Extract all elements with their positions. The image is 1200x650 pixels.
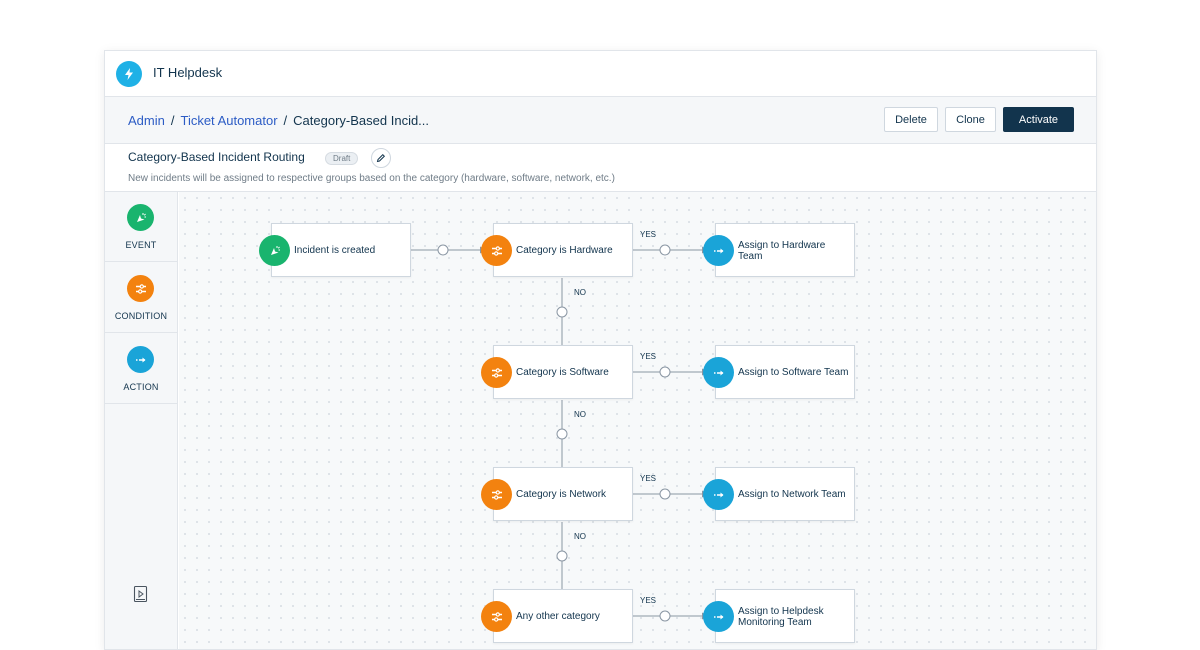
lightning-icon[interactable] [116,61,142,87]
node-label: Assign to Hardware Team [738,239,826,263]
pencil-icon[interactable] [371,148,391,168]
clone-button[interactable]: Clone [945,107,996,132]
page-header: Admin / Ticket Automator / Category-Based In… [105,97,1096,144]
status-badge: Draft [325,152,359,165]
filter-sliders-icon [481,235,512,266]
breadcrumb-link-admin[interactable]: Admin [128,113,165,128]
palette-item-action[interactable]: ACTION [105,334,177,404]
edge-label-no: NO [574,532,586,541]
cursor-click-icon [127,204,154,231]
filter-sliders-icon [481,479,512,510]
action-node-helpdesk-monitoring-team[interactable]: Assign to Helpdesk Monitoring Team [715,589,855,643]
activate-button[interactable]: Activate [1003,107,1074,132]
node-label: Incident is created [294,245,376,257]
palette-label: EVENT [125,240,157,250]
palette-item-event[interactable]: EVENT [105,192,177,262]
play-video-icon[interactable] [133,585,149,608]
top-bar: IT Helpdesk [105,51,1096,97]
action-node-hardware-team[interactable]: Assign to Hardware Team [715,223,855,277]
node-label: Assign to Network Team [738,489,846,501]
flow-info: Category-Based Incident Routing Draft Ne… [105,144,1096,192]
palette-label: CONDITION [114,311,168,321]
cursor-click-icon [259,235,290,266]
arrow-right-icon [703,601,734,632]
filter-sliders-icon [481,357,512,388]
arrow-right-icon [127,346,154,373]
workflow-canvas[interactable]: YES YES YES YES NO NO NO Incident is cre… [179,192,1096,649]
edge-label-yes: YES [640,474,657,483]
breadcrumb-separator: / [283,113,288,128]
edge-label-yes: YES [640,230,657,239]
breadcrumb: Admin / Ticket Automator / Category-Based In… [128,113,429,128]
app-title: IT Helpdesk [153,65,223,80]
breadcrumb-current: Category-Based Incid... [293,113,430,128]
action-node-software-team[interactable]: Assign to Software Team [715,345,855,399]
breadcrumb-separator: / [170,113,175,128]
delete-button[interactable]: Delete [884,107,938,132]
node-label: Assign to Helpdesk Monitoring Team [738,605,824,629]
condition-node-hardware[interactable]: Category is Hardware [493,223,633,277]
node-label: Assign to Software Team [738,367,849,379]
event-node-incident-created[interactable]: Incident is created [271,223,411,277]
arrow-right-icon [703,235,734,266]
edge-label-no: NO [574,410,586,419]
filter-sliders-icon [481,601,512,632]
node-label: Any other category [516,611,600,623]
flow-name: Category-Based Incident Routing [128,150,305,164]
node-label: Category is Hardware [516,245,613,257]
edge-label-yes: YES [640,596,657,605]
action-node-network-team[interactable]: Assign to Network Team [715,467,855,521]
edge-label-yes: YES [640,352,657,361]
arrow-right-icon [703,479,734,510]
node-label: Category is Software [516,367,609,379]
breadcrumb-link-ticket-automator[interactable]: Ticket Automator [180,113,278,128]
arrow-right-icon [703,357,734,388]
condition-node-network[interactable]: Category is Network [493,467,633,521]
filter-sliders-icon [127,275,154,302]
edge-label-no: NO [574,288,586,297]
condition-node-other[interactable]: Any other category [493,589,633,643]
node-label: Category is Network [516,489,607,501]
app-window: IT Helpdesk Admin / Ticket Automator / Categ… [104,50,1097,650]
condition-node-software[interactable]: Category is Software [493,345,633,399]
palette-item-condition[interactable]: CONDITION [105,263,177,333]
flow-description: New incidents will be assigned to respec… [128,173,615,184]
node-palette: EVENT CONDITION ACTION [105,192,178,649]
palette-label: ACTION [123,382,159,392]
